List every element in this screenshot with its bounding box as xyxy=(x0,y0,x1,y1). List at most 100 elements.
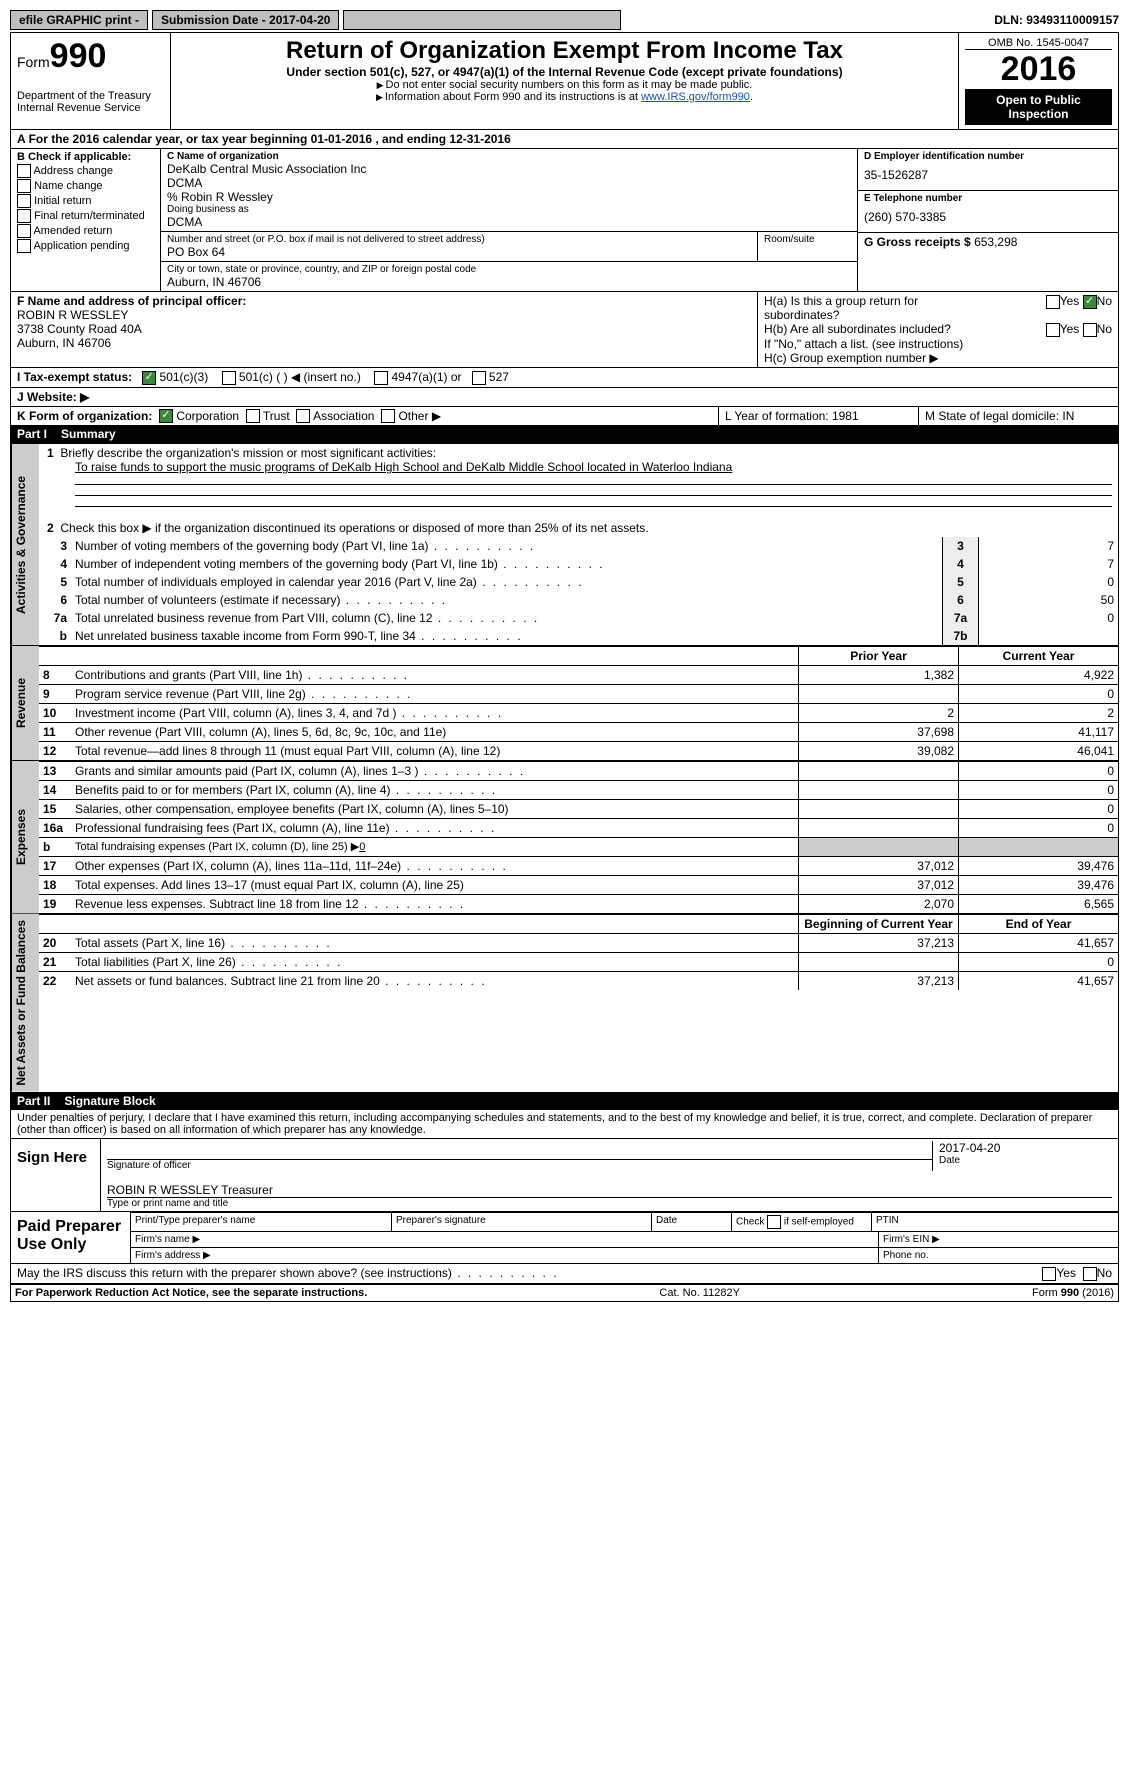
line22-py: 37,213 xyxy=(798,971,958,990)
hb-no[interactable] xyxy=(1083,323,1097,337)
officer-name: ROBIN R WESSLEY xyxy=(17,308,751,322)
box-b-checklist: Address change Name change Initial retur… xyxy=(17,164,154,253)
line9-cy: 0 xyxy=(958,684,1118,703)
line14-cy: 0 xyxy=(958,780,1118,799)
line21-text: Total liabilities (Part X, line 26) xyxy=(71,952,798,971)
check-self-employed[interactable] xyxy=(767,1215,781,1229)
lbl-trust: Trust xyxy=(263,409,290,423)
line17-py: 37,012 xyxy=(798,856,958,875)
may-no[interactable] xyxy=(1083,1267,1097,1281)
officer-addr2: Auburn, IN 46706 xyxy=(17,336,751,350)
check-501c[interactable] xyxy=(222,371,236,385)
prior-year-hdr: Prior Year xyxy=(798,646,958,665)
line2-text: Check this box ▶ if the organization dis… xyxy=(60,521,648,535)
line10-text: Investment income (Part VIII, column (A)… xyxy=(71,703,798,722)
line20-py: 37,213 xyxy=(798,933,958,952)
blank-button[interactable] xyxy=(343,10,621,30)
line20-text: Total assets (Part X, line 16) xyxy=(71,933,798,952)
check-corp[interactable] xyxy=(159,409,173,423)
line8-cy: 4,922 xyxy=(958,665,1118,684)
line15-text: Salaries, other compensation, employee b… xyxy=(71,799,798,818)
hb-note: If "No," attach a list. (see instruction… xyxy=(764,337,1112,351)
line12-text: Total revenue—add lines 8 through 11 (mu… xyxy=(71,741,798,760)
ha-yes[interactable] xyxy=(1046,295,1060,309)
part2-tag: Part II xyxy=(17,1094,50,1108)
vlabel-revenue: Revenue xyxy=(11,646,39,760)
line3-text: Number of voting members of the governin… xyxy=(71,537,942,555)
part1-header: Part I Summary xyxy=(11,425,1118,443)
box-b-title: B Check if applicable: xyxy=(17,151,154,163)
check-name-change[interactable] xyxy=(17,179,31,193)
line11-py: 37,698 xyxy=(798,722,958,741)
addr-value: PO Box 64 xyxy=(167,245,751,259)
check-assoc[interactable] xyxy=(296,409,310,423)
tax-year: 2016 xyxy=(965,50,1112,89)
line17-text: Other expenses (Part IX, column (A), lin… xyxy=(71,856,798,875)
check-501c3[interactable] xyxy=(142,371,156,385)
line21-py xyxy=(798,952,958,971)
line19-cy: 6,565 xyxy=(958,894,1118,913)
form-word: Form xyxy=(17,54,50,70)
hb-yes[interactable] xyxy=(1046,323,1060,337)
line16b-text: Total fundraising expenses (Part IX, col… xyxy=(75,841,359,853)
check-final-return[interactable] xyxy=(17,209,31,223)
ha-no[interactable] xyxy=(1083,295,1097,309)
check-4947[interactable] xyxy=(374,371,388,385)
sign-here-label: Sign Here xyxy=(11,1139,101,1211)
line4-val: 7 xyxy=(978,555,1118,573)
box-f-label: F Name and address of principal officer: xyxy=(17,294,751,308)
may-yes[interactable] xyxy=(1042,1267,1056,1281)
klm-row: K Form of organization: Corporation Trus… xyxy=(11,406,1118,426)
irs-link[interactable]: www.IRS.gov/form990 xyxy=(641,91,750,103)
city-label: City or town, state or province, country… xyxy=(167,264,851,275)
part2-header: Part II Signature Block xyxy=(11,1092,1118,1110)
submission-date-button[interactable]: Submission Date - 2017-04-20 xyxy=(152,10,339,30)
officer-name-label: Type or print name and title xyxy=(107,1198,1112,1209)
firm-ein-label: Firm's EIN ▶ xyxy=(878,1231,1118,1247)
line18-py: 37,012 xyxy=(798,875,958,894)
check-address-change[interactable] xyxy=(17,164,31,178)
org-name: DeKalb Central Music Association Inc xyxy=(167,162,851,176)
tax-exempt-row: I Tax-exempt status: 501(c)(3) 501(c) ( … xyxy=(11,367,1118,387)
lbl-501c3: 501(c)(3) xyxy=(160,370,209,384)
check-other[interactable] xyxy=(381,409,395,423)
omb-number: OMB No. 1545-0047 xyxy=(965,37,1112,50)
activities-section: Activities & Governance 1 Briefly descri… xyxy=(11,443,1118,645)
line9-text: Program service revenue (Part VIII, line… xyxy=(71,684,798,703)
line14-text: Benefits paid to or for members (Part IX… xyxy=(71,780,798,799)
ha-no-lbl: No xyxy=(1097,294,1112,308)
may-yes-lbl: Yes xyxy=(1056,1266,1076,1280)
netassets-section: Net Assets or Fund Balances Beginning of… xyxy=(11,913,1118,1092)
may-discuss-text: May the IRS discuss this return with the… xyxy=(17,1266,559,1281)
mission-text: To raise funds to support the music prog… xyxy=(75,460,732,474)
ha-label: H(a) Is this a group return for subordin… xyxy=(764,294,974,322)
line13-cy: 0 xyxy=(958,761,1118,780)
website-row: J Website: ▶ xyxy=(11,387,1118,406)
check-application-pending[interactable] xyxy=(17,239,31,253)
vlabel-expenses: Expenses xyxy=(11,761,39,913)
check-amended[interactable] xyxy=(17,224,31,238)
hc-label: H(c) Group exemption number ▶ xyxy=(764,351,1112,365)
box-k-label: K Form of organization: xyxy=(17,409,152,423)
line1-label: Briefly describe the organization's miss… xyxy=(60,446,436,460)
check-initial-return[interactable] xyxy=(17,194,31,208)
footer-catno: Cat. No. 11282Y xyxy=(659,1287,740,1299)
line7a-val: 0 xyxy=(978,609,1118,627)
open-to-public: Open to Public Inspection xyxy=(965,89,1112,125)
lbl-assoc: Association xyxy=(313,409,374,423)
line6-text: Total number of volunteers (estimate if … xyxy=(71,591,942,609)
signature-line[interactable] xyxy=(107,1141,932,1160)
check-527[interactable] xyxy=(472,371,486,385)
check-trust[interactable] xyxy=(246,409,260,423)
form-title: Return of Organization Exempt From Incom… xyxy=(177,37,952,65)
dba-label: Doing business as xyxy=(167,204,851,215)
firm-addr-label: Firm's address ▶ xyxy=(131,1247,878,1263)
firm-phone-label: Phone no. xyxy=(878,1247,1118,1263)
note-info: Information about Form 990 and its instr… xyxy=(385,91,641,103)
footer-left: For Paperwork Reduction Act Notice, see … xyxy=(15,1287,367,1299)
efile-print-button[interactable]: efile GRAPHIC print - xyxy=(10,10,148,30)
officer-addr1: 3738 County Road 40A xyxy=(17,322,751,336)
line20-cy: 41,657 xyxy=(958,933,1118,952)
line16b-val: 0 xyxy=(359,841,365,853)
boy-hdr: Beginning of Current Year xyxy=(798,914,958,933)
